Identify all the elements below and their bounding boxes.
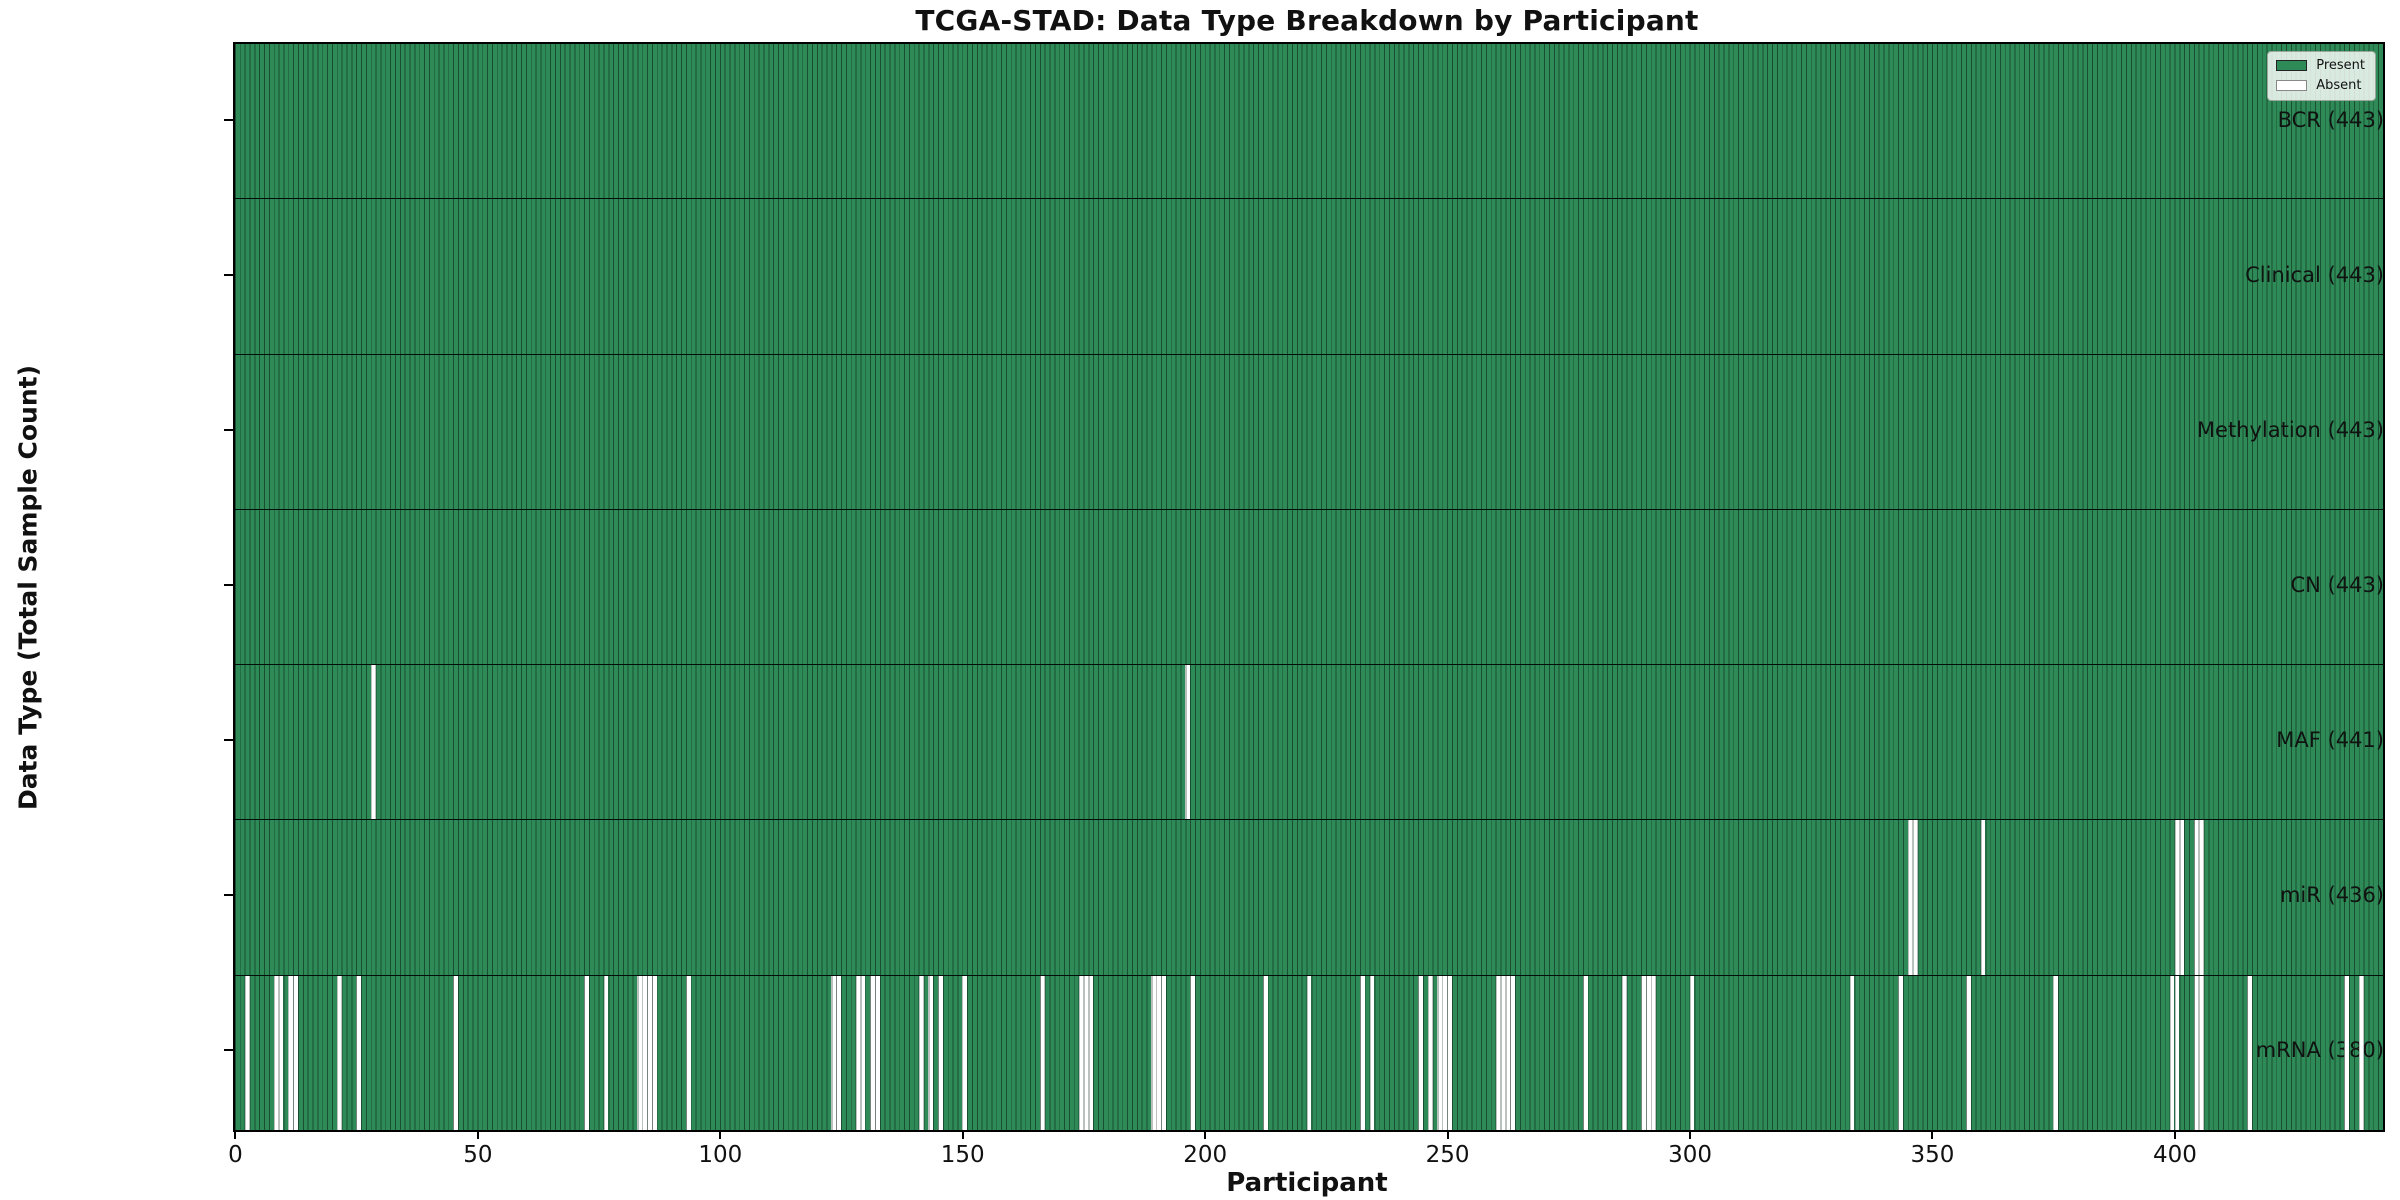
x-tick-mark [961,1130,964,1139]
absent-cell [336,975,342,1130]
absent-swatch-icon [2276,80,2308,91]
x-tick-label: 150 [940,1142,985,1168]
x-tick-mark [1446,1130,1449,1139]
absent-cell [2358,975,2364,1130]
absent-cell [651,975,657,1130]
y-tick-label: Methylation (443) [2196,417,2384,442]
absent-cell [962,975,968,1130]
absent-cell [1039,975,1045,1130]
absent-cell [860,975,866,1130]
heatmap-row-bcr [235,44,2383,199]
x-tick-mark [1931,1130,1934,1139]
absent-cell [2179,820,2185,975]
heatmap-row-mrna [235,974,2383,1130]
x-tick-label: 50 [463,1142,493,1168]
x-axis-label: Participant [1226,1168,1388,1198]
legend-item-present: Present [2276,59,2365,72]
heatmap-row-clinical [235,198,2383,354]
absent-cell [1306,975,1312,1130]
x-tick-label: 100 [698,1142,743,1168]
absent-cell [1161,975,1166,1130]
x-tick-mark [719,1130,722,1139]
absent-cell [2344,975,2350,1130]
absent-cell [244,975,250,1130]
x-tick-label: 300 [1668,1142,1712,1168]
absent-cell [1582,975,1588,1130]
absent-cell [356,975,362,1130]
x-tick-label: 0 [228,1142,243,1168]
absent-cell [1912,820,1918,975]
absent-cell [1650,975,1656,1130]
y-tick-label: Clinical (443) [2245,262,2384,287]
absent-cell [928,975,934,1130]
absent-cell [2198,820,2204,975]
absent-cell [293,975,299,1130]
absent-cell [1510,975,1516,1130]
heatmap-row-cn [235,508,2383,665]
x-tick-mark [234,1130,237,1139]
absent-cell [1088,975,1094,1130]
absent-cell [1427,975,1433,1130]
y-axis-label: Data Type (Total Sample Count) [13,364,43,811]
heatmap-row-methylation [235,353,2383,509]
absent-cell [1185,665,1191,820]
x-tick-label: 400 [2152,1142,2197,1168]
present-swatch-icon [2276,60,2308,71]
y-tick-mark [224,584,233,586]
absent-cell [1849,975,1855,1130]
y-tick-mark [224,273,233,276]
absent-cell [1980,820,1986,975]
x-tick-mark [1689,1130,1692,1139]
y-tick-label: MAF (441) [2276,728,2384,753]
x-tick-mark [2173,1130,2176,1139]
absent-cell [2174,975,2180,1130]
legend: Present Absent [2267,51,2376,101]
x-tick-mark [1204,1130,1207,1139]
absent-cell [1262,975,1268,1130]
absent-cell [918,975,924,1130]
legend-present-label: Present [2316,58,2365,73]
chart-title: TCGA-STAD: Data Type Breakdown by Partic… [915,4,1699,37]
x-tick-label: 350 [1910,1142,1955,1168]
absent-cell [584,975,589,1130]
absent-cell [453,975,459,1130]
absent-cell [2247,975,2253,1130]
legend-absent-label: Absent [2316,78,2362,93]
absent-cell [1966,975,1971,1130]
y-tick-label: miR (436) [2279,883,2384,908]
legend-item-absent: Absent [2276,79,2365,92]
heatmap-row-maf [235,664,2383,820]
y-tick-mark [224,1049,233,1052]
absent-cell [1898,975,1903,1130]
absent-cell [875,975,880,1130]
y-tick-label: CN (443) [2290,573,2384,597]
y-tick-mark [224,739,233,742]
absent-cell [685,975,691,1130]
heatmap-plot: Present Absent [233,42,2385,1132]
absent-cell [278,975,284,1130]
y-tick-label: mRNA (380) [2255,1038,2384,1063]
absent-cell [603,975,609,1130]
y-tick-label: BCR (443) [2277,107,2384,132]
absent-cell [1689,975,1695,1130]
absent-cell [1418,975,1423,1130]
y-tick-mark [224,118,233,121]
heatmap-row-mir [235,819,2383,975]
absent-cell [1621,975,1627,1130]
absent-cell [370,665,376,820]
absent-cell [938,975,943,1130]
y-tick-mark [224,894,233,897]
absent-cell [1359,975,1365,1130]
x-tick-mark [476,1130,479,1139]
x-tick-label: 250 [1425,1142,1470,1168]
y-tick-mark [224,428,233,431]
absent-cell [1447,975,1453,1130]
absent-cell [1369,975,1375,1130]
absent-cell [2053,975,2059,1130]
x-tick-label: 200 [1183,1142,1228,1168]
absent-cell [836,975,842,1130]
absent-cell [2198,975,2204,1130]
absent-cell [1190,975,1196,1130]
